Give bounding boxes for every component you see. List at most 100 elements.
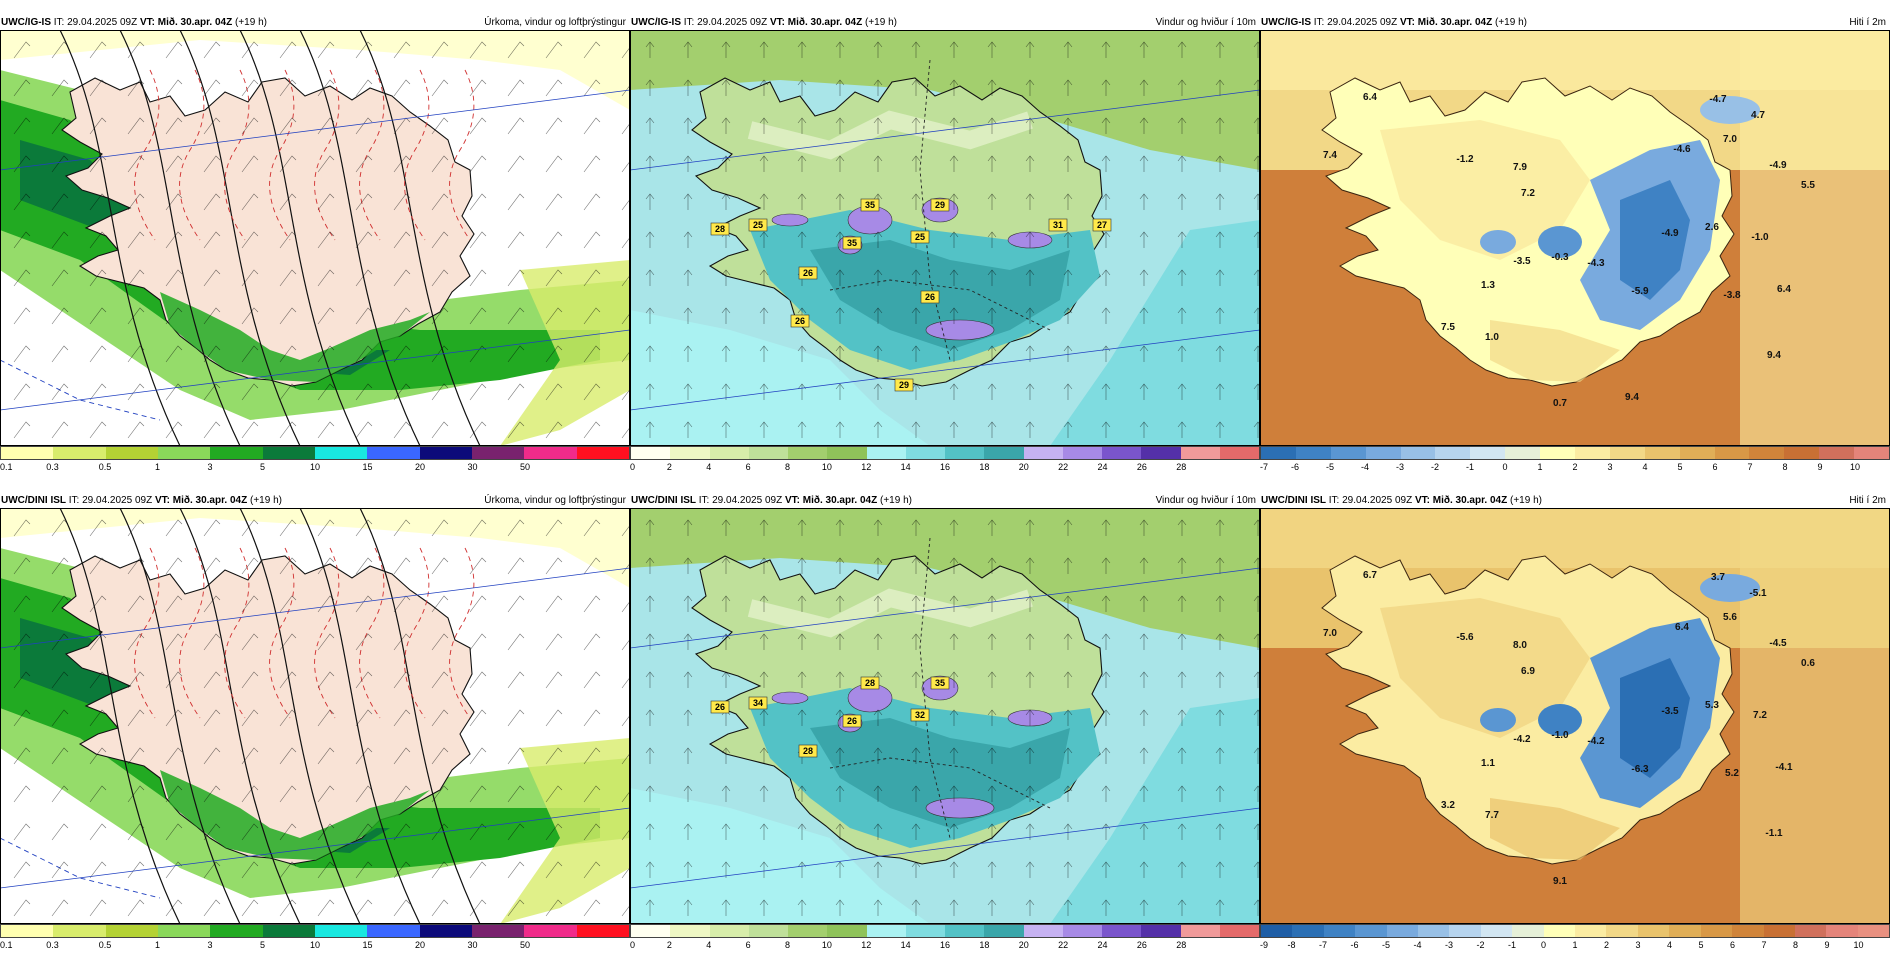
colorbar-tick-label: 10 xyxy=(309,940,321,950)
colorbar-tick-label: 10 xyxy=(1853,940,1864,950)
colorbar-swatch xyxy=(1480,925,1513,937)
temperature-label: 7.9 xyxy=(1513,162,1527,173)
colorbar-swatch xyxy=(1794,925,1827,937)
temperature-label: -4.1 xyxy=(1775,762,1793,773)
model-name: UWC/IG-IS xyxy=(1261,17,1311,28)
svg-text:29: 29 xyxy=(899,380,909,390)
temperature-label: -4.7 xyxy=(1709,94,1727,105)
colorbar-swatch xyxy=(1543,925,1576,937)
temperature-label: -1.0 xyxy=(1551,730,1569,741)
colorbar-swatch xyxy=(1180,447,1220,459)
colorbar-swatch xyxy=(1679,447,1715,459)
colorbar-tick-label: 14 xyxy=(900,462,911,472)
init-time: IT: 29.04.2025 09Z xyxy=(53,17,138,28)
panel-run-info: UWC/DINI ISL IT: 29.04.2025 09Z VT: Mið.… xyxy=(1,494,282,508)
panel-title: Úrkoma, vindur og loftþrýstingur xyxy=(484,495,626,506)
temperature-label: -1.0 xyxy=(1751,232,1769,243)
lead-time: (+19 h) xyxy=(1495,17,1527,28)
gust-label: 28 xyxy=(710,222,730,236)
colorbar-tick-label: -1 xyxy=(1465,462,1475,472)
temperature-label: 7.2 xyxy=(1521,188,1535,199)
colorbar-swatch xyxy=(1732,925,1764,937)
colorbar-tick-label: 0 xyxy=(1502,462,1508,472)
colorbar-swatch xyxy=(1219,447,1259,459)
colorbar-swatch xyxy=(1400,447,1436,459)
colorbar-swatch xyxy=(1819,447,1855,459)
colorbar-swatch xyxy=(1784,447,1820,459)
colorbar-tick-label: 0 xyxy=(630,462,636,472)
colorbar-swatch xyxy=(1102,925,1142,937)
colorbar-tick-label: 8 xyxy=(784,462,791,472)
colorbar-tick-label: 30 xyxy=(467,462,478,472)
temperature-label: -1.2 xyxy=(1456,154,1474,165)
colorbar-swatch xyxy=(631,925,671,937)
colorbar-tick-label: 10 xyxy=(309,462,321,472)
colorbar-tick-label: 24 xyxy=(1097,462,1108,472)
valid-time: Mið. 30.apr. 04Z xyxy=(1432,495,1508,506)
colorbar-tick-label: 15 xyxy=(362,940,373,950)
colorbar-swatch xyxy=(105,447,158,459)
temperature-label: 7.0 xyxy=(1723,134,1737,145)
colorbar-swatch xyxy=(670,447,710,459)
colorbar-swatch xyxy=(210,925,263,937)
colorbar-ticks: 0.1 0.3 0.5 1 3 5 10 15 20 30 50 xyxy=(0,940,630,952)
init-time: IT: 29.04.2025 09Z xyxy=(68,495,153,506)
temperature-label: 8.0 xyxy=(1513,640,1527,651)
temperature-label: 1.3 xyxy=(1481,280,1495,291)
colorbar-swatch xyxy=(788,925,828,937)
gust-label: 25 xyxy=(910,230,930,244)
colorbar-tick-label: 8 xyxy=(784,940,791,950)
colorbar-swatch xyxy=(1512,925,1544,937)
colorbar-swatch xyxy=(1644,447,1680,459)
temperature-label: -3.8 xyxy=(1723,290,1741,301)
colorbar-swatch xyxy=(1219,925,1259,937)
colorbar-swatch xyxy=(1180,925,1220,937)
colorbar-tick-label: 18 xyxy=(979,462,990,472)
colorbar-swatch xyxy=(1826,925,1858,937)
colorbar-tick-label: 20 xyxy=(414,940,426,950)
colorbar-swatch xyxy=(1,447,54,459)
colorbar-swatch xyxy=(1141,447,1181,459)
panel-ig-temp: UWC/IG-IS IT: 29.04.2025 09Z VT: Mið. 30… xyxy=(1260,16,1890,478)
svg-text:34: 34 xyxy=(753,698,763,708)
temperature-label: 5.6 xyxy=(1723,612,1737,623)
colorbar-tick-label: 20 xyxy=(1018,940,1029,950)
valid-time-label: VT: xyxy=(1399,17,1415,28)
temperature-label: -1.1 xyxy=(1765,828,1783,839)
svg-text:28: 28 xyxy=(865,678,875,688)
colorbar-swatch xyxy=(1763,925,1795,937)
temperature-label: 6.4 xyxy=(1675,622,1689,633)
temperature-label: 9.4 xyxy=(1767,350,1781,361)
colorbar-tick-label: 10 xyxy=(821,462,832,472)
colorbar-tick-label: 4 xyxy=(1666,940,1673,950)
svg-text:32: 32 xyxy=(915,710,925,720)
temperature-label: 1.0 xyxy=(1485,332,1499,343)
svg-text:28: 28 xyxy=(803,746,813,756)
panel-header: UWC/DINI ISL IT: 29.04.2025 09Z VT: Mið.… xyxy=(1260,494,1890,508)
valid-time-label: VT: xyxy=(1414,495,1430,506)
colorbar-tick-label: 18 xyxy=(979,940,990,950)
colorbar-tick-label: 30 xyxy=(467,940,478,950)
temperature-label: 5.3 xyxy=(1705,700,1719,711)
colorbar-tick-label: 0.5 xyxy=(98,462,112,472)
lead-time: (+19 h) xyxy=(250,495,282,506)
svg-text:26: 26 xyxy=(847,716,857,726)
gust-label: 28 xyxy=(860,676,880,690)
colorbar-tick-label: 1 xyxy=(1572,940,1578,950)
colorbar-swatch xyxy=(1700,925,1733,937)
colorbar-ticks: 0 2 4 6 8 10 12 14 16 18 20 22 24 26 28 xyxy=(630,940,1260,952)
colorbar-tick-label: 0 xyxy=(630,940,636,950)
temperature-label: 7.0 xyxy=(1323,628,1337,639)
temperature-label: 4.7 xyxy=(1751,110,1765,121)
temperature-label: 5.5 xyxy=(1801,180,1815,191)
colorbar-ticks: -7 -6 -5 -4 -3 -2 -1 0 1 2 3 4 5 6 7 8 9 10 xyxy=(1260,462,1890,474)
valid-time-label: VT: xyxy=(784,495,800,506)
colorbar-swatch xyxy=(1330,447,1366,459)
colorbar-tick-label: 16 xyxy=(939,940,951,950)
colorbar-tick-label: 3 xyxy=(207,940,213,950)
temperature-label: 9.4 xyxy=(1625,392,1639,403)
colorbar-tick-label: 2 xyxy=(666,462,672,472)
init-time: IT: 29.04.2025 09Z xyxy=(1313,17,1398,28)
colorbar-swatch xyxy=(1435,447,1471,459)
colorbar-tick-label: 5 xyxy=(1698,940,1704,950)
